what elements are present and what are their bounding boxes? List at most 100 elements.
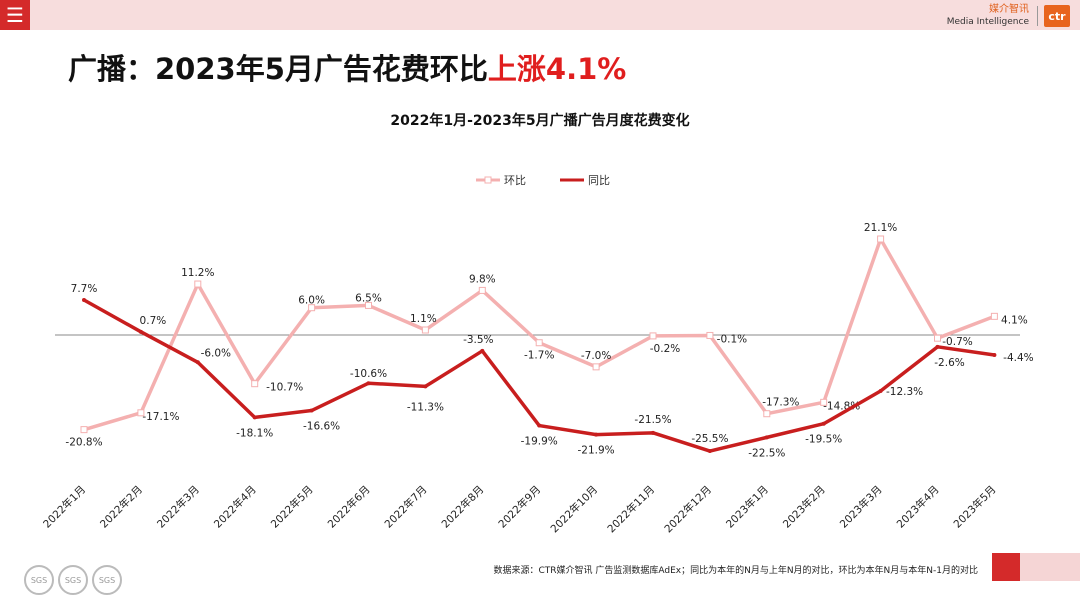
x-tick-label: 2022年1月 [40, 483, 88, 531]
brand-name-en: Media Intelligence [946, 17, 1029, 27]
data-point [80, 426, 88, 434]
data-point [707, 449, 712, 454]
data-label: -10.6% [350, 368, 387, 380]
footer-accent-box [992, 553, 1020, 581]
top-bar: ☰ 媒介智讯 Media Intelligence ctr [0, 0, 1080, 30]
brand: 媒介智讯 Media Intelligence ctr [947, 2, 1070, 30]
menu-icon[interactable]: ☰ [0, 0, 30, 30]
x-tick-label: 2022年6月 [325, 483, 373, 531]
data-point [138, 329, 143, 334]
x-tick-label: 2023年3月 [837, 483, 885, 531]
data-label: 4.1% [1001, 314, 1028, 326]
data-label: -19.9% [521, 436, 558, 448]
data-point [592, 363, 600, 371]
ctr-logo: ctr [1044, 5, 1070, 27]
legend-label-0: 环比 [504, 174, 526, 187]
data-point [365, 301, 372, 309]
x-tick-label: 2022年2月 [97, 483, 145, 531]
data-label: -21.5% [634, 414, 671, 426]
data-label: -21.9% [578, 445, 615, 457]
x-tick-label: 2022年12月 [662, 483, 714, 535]
data-label: -25.5% [691, 433, 728, 445]
x-tick-label: 2022年7月 [382, 483, 430, 531]
data-point [934, 334, 941, 342]
data-label: -1.7% [524, 350, 554, 362]
data-point [195, 360, 200, 365]
brand-divider [1037, 6, 1038, 26]
data-point [537, 423, 542, 428]
x-tick-label: 2022年11月 [605, 483, 657, 535]
data-label: -12.3% [886, 386, 923, 398]
sgs-badge-icon: SGS [24, 565, 54, 595]
legend-marker-0 [484, 176, 492, 184]
data-label: -7.0% [581, 350, 611, 362]
data-point [764, 435, 769, 440]
data-point [820, 398, 828, 406]
page-title: 广播：2023年5月广告花费环比上涨4.1% [68, 46, 626, 88]
data-point [423, 384, 428, 389]
data-point [649, 332, 657, 340]
data-point [878, 388, 883, 393]
data-point [877, 235, 885, 243]
footer-accent-bar [1020, 553, 1080, 581]
data-point [137, 409, 145, 417]
data-point [252, 415, 257, 420]
data-label: -18.1% [236, 427, 273, 439]
data-label: -4.4% [1003, 352, 1033, 364]
x-tick-label: 2023年1月 [723, 483, 771, 531]
sgs-badge-icon: SGS [58, 565, 88, 595]
data-label: -10.7% [266, 382, 303, 394]
data-label: -16.6% [303, 421, 340, 433]
data-label: 21.1% [864, 222, 897, 234]
x-tick-label: 2022年9月 [496, 483, 544, 531]
data-point [421, 326, 429, 334]
x-tick-label: 2022年3月 [154, 483, 202, 531]
data-point [251, 380, 259, 388]
data-point [990, 312, 998, 320]
x-tick-label: 2022年10月 [548, 483, 600, 535]
data-source-note: 数据来源：CTR媒介智讯 广告监测数据库AdEx；同比为本年的N月与上年N月的对… [493, 566, 978, 576]
data-label: 1.1% [410, 313, 437, 325]
line-chart: 环比 同比 -20.8% -17.1% 11.2% -10.7% 6.0% 6.5% 1.1% 9… [40, 174, 1033, 535]
data-point [594, 432, 599, 437]
data-label: -6.0% [201, 347, 231, 359]
data-point [651, 430, 655, 435]
data-label: 7.7% [71, 283, 98, 295]
data-label: -22.5% [748, 447, 785, 459]
data-point [480, 348, 485, 353]
data-point [309, 408, 314, 413]
data-label: -20.8% [65, 437, 102, 449]
data-point [935, 344, 940, 349]
brand-name-cn: 媒介智讯 [989, 4, 1029, 15]
certification-badges: SGS SGS SGS [24, 565, 122, 595]
data-point [478, 286, 486, 294]
data-point [82, 297, 86, 302]
data-label: 9.8% [469, 273, 496, 285]
chart-title: 2022年1月-2023年5月广播广告月度花费变化 [390, 113, 690, 129]
data-point [821, 421, 826, 426]
x-tick-label: 2022年4月 [211, 483, 259, 531]
data-point [992, 353, 997, 358]
page-title-prefix: 广播：2023年5月广告花费环比 [68, 52, 488, 86]
x-tick-label: 2023年4月 [894, 483, 942, 531]
x-tick-label: 2023年5月 [951, 483, 999, 531]
data-label: -19.5% [805, 434, 842, 446]
data-label: -3.5% [463, 334, 493, 346]
legend-label-1: 同比 [588, 174, 610, 187]
x-tick-label: 2022年8月 [439, 483, 487, 531]
x-tick-label: 2022年5月 [268, 483, 316, 531]
data-label: -17.3% [762, 397, 799, 409]
data-point [308, 304, 316, 312]
data-label: -2.6% [934, 357, 964, 369]
data-point [194, 280, 202, 288]
sgs-badge-icon: SGS [92, 565, 122, 595]
data-point [535, 339, 543, 347]
data-point [706, 331, 714, 339]
data-label: 0.7% [140, 315, 167, 327]
data-label: -11.3% [407, 401, 444, 413]
data-label: -17.1% [142, 411, 179, 423]
data-point [366, 381, 371, 386]
x-tick-label: 2023年2月 [780, 483, 828, 531]
data-label: -0.2% [650, 343, 680, 355]
data-point [763, 410, 771, 418]
